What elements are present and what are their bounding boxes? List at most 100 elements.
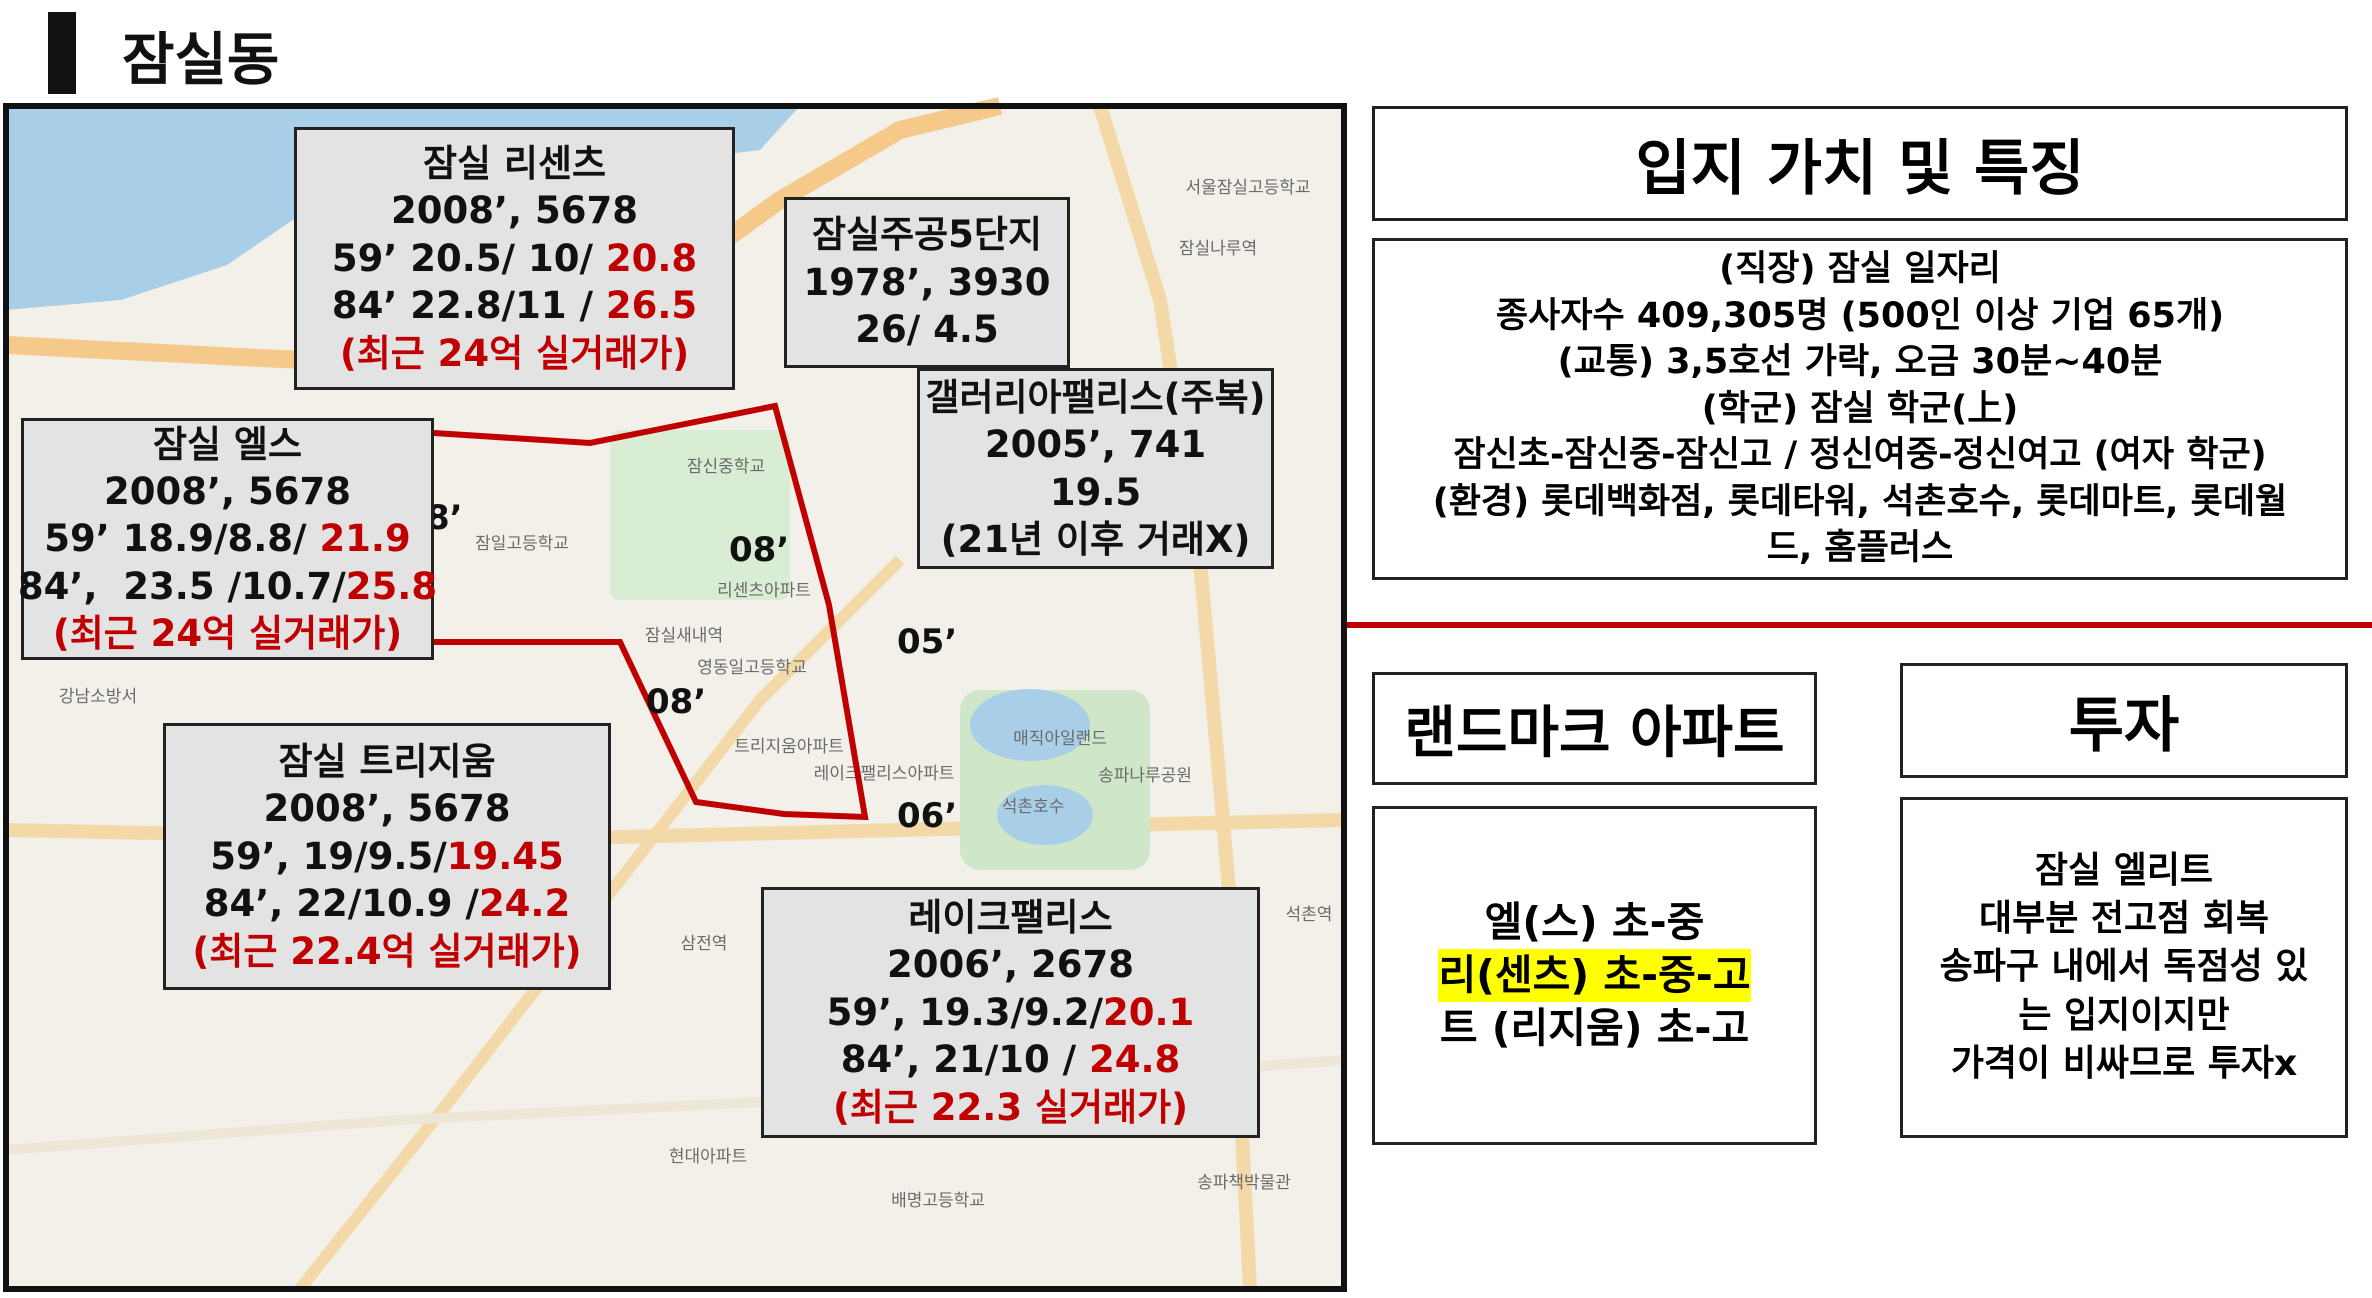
invest-title: 투자	[1900, 663, 2348, 778]
landmark-line: 리(센츠) 초-중-고	[1438, 948, 1751, 1003]
apartment-box: 잠실 엘스 2008’, 5678 59’ 18.9/8.8/ 21.9 84’, 2…	[17, 418, 438, 660]
map-label: 잠실새내역	[645, 626, 723, 646]
map-label: 잠신중학교	[687, 457, 765, 477]
apartment-text: (21년 이후 거래X)	[940, 517, 1251, 561]
apartment-text: 2008’, 5678	[391, 189, 638, 233]
apartment-text: 59’ 20.5/ 10/	[331, 236, 606, 280]
apartment-line: 59’, 19.3/9.2/20.1	[827, 989, 1195, 1036]
apartment-text: 2008’, 5678	[263, 787, 511, 831]
apartment-text: 84’, 23.5 /10.7/	[17, 564, 346, 608]
year-label: 05’	[897, 622, 958, 662]
boundary-line	[433, 402, 869, 821]
location-line: (직장) 잠실 일자리	[1719, 249, 2001, 290]
apartment-box: 잠실주공5단지 1978’, 3930 26/ 4.5	[784, 197, 1070, 368]
park	[610, 430, 790, 600]
map-label: 배명고등학교	[891, 1191, 985, 1211]
apartment-text: 59’, 19/9.5/	[210, 834, 447, 878]
apartment-text: 레이크팰리스	[908, 896, 1113, 940]
apartment-price: 20.8	[605, 236, 698, 280]
apartment-line: 2006’, 2678	[887, 941, 1134, 988]
apartment-box: 잠실 리센츠 2008’, 5678 59’ 20.5/ 10/ 20.8 84’ 2…	[294, 127, 735, 390]
landmark-panel: 엘(스) 초-중 리(센츠) 초-중-고 트 (리지움) 초-고	[1372, 806, 1817, 1145]
apartment-line: 59’, 19/9.5/19.45	[210, 833, 564, 880]
invest-line: 송파구 내에서 독점성 있	[1939, 946, 2309, 988]
apartment-price: 24.2	[478, 882, 571, 926]
apartment-line: 1978’, 3930	[804, 259, 1051, 306]
map-label: 삼전역	[681, 934, 728, 954]
year-label: 08’	[646, 682, 707, 722]
apartment-text: 2005’, 741	[984, 423, 1207, 467]
apartment-line: 2008’, 5678	[104, 468, 351, 515]
location-line: 드, 홈플러스	[1766, 528, 1954, 569]
divider	[1347, 622, 2372, 628]
map-label: 리센츠아파트	[717, 581, 811, 601]
location-title: 입지 가치 및 특징	[1372, 106, 2348, 221]
apartment-text: 1978’, 3930	[803, 260, 1051, 304]
location-line: (학군) 잠실 학군(上)	[1701, 388, 2019, 429]
apartment-line: 레이크팰리스	[908, 894, 1112, 941]
apartment-text: 59’, 19.3/9.2/	[826, 990, 1104, 1034]
apartment-price: (최근 22.3 실거래가)	[832, 1085, 1189, 1129]
apartment-price: 24.8	[1088, 1038, 1181, 1082]
apartment-text: 잠실주공5단지	[812, 213, 1042, 257]
apartment-text: 84’, 22/10.9 /	[203, 882, 479, 926]
map-label: 강남소방서	[59, 687, 137, 707]
apartment-line: 잠실주공5단지	[812, 211, 1042, 258]
location-line: (교통) 3,5호선 가락, 오금 30분~40분	[1557, 342, 2163, 383]
apartment-line: 잠실 엘스	[153, 421, 302, 468]
location-line: 종사자수 409,305명 (500인 이상 기업 65개)	[1495, 295, 2225, 336]
map-label: 서울잠실고등학교	[1185, 178, 1310, 198]
apartment-price: 25.8	[345, 564, 438, 608]
apartment-line: 2005’, 741	[985, 421, 1206, 468]
invest-line: 잠실 엘리트	[2034, 849, 2214, 891]
landmark-title: 랜드마크 아파트	[1372, 672, 1817, 785]
map-frame	[3, 103, 1347, 1292]
apartment-line: 2008’, 5678	[391, 187, 638, 234]
apartment-line: 19.5	[1050, 469, 1141, 516]
apartment-text: 2008’, 5678	[104, 469, 351, 513]
apartment-price: (최근 24억 실거래가)	[339, 331, 690, 375]
apartment-line: 84’ 22.8/11 / 26.5	[332, 282, 697, 329]
apartment-line: 26/ 4.5	[855, 306, 998, 353]
apartment-text: 갤러리아팰리스(주복)	[925, 375, 1266, 419]
map-label: 레이크팰리스아파트	[814, 764, 955, 784]
apartment-text: 2006’, 2678	[887, 943, 1134, 987]
title-bar	[48, 12, 76, 94]
apartment-text: 잠실 엘스	[152, 422, 303, 466]
invest-line: 가격이 비싸므로 투자x	[1950, 1042, 2298, 1084]
apartment-line: 59’ 18.9/8.8/ 21.9	[44, 515, 410, 562]
map-label: 잠일고등학교	[475, 534, 569, 554]
apartment-line: 84’, 21/10 / 24.8	[841, 1036, 1181, 1083]
apartment-text: 19.5	[1049, 470, 1142, 514]
apartment-line: 갤러리아팰리스(주복)	[925, 374, 1265, 421]
apartment-text: 잠실 트리지움	[278, 740, 496, 784]
apartment-box: 레이크팰리스 2006’, 2678 59’, 19.3/9.2/20.1 84’, …	[761, 887, 1260, 1138]
landmark-line: 트 (리지움) 초-고	[1439, 1004, 1750, 1053]
apartment-price: 20.1	[1103, 990, 1195, 1034]
apartment-price: 21.9	[319, 517, 411, 561]
invest-line: 는 입지이지만	[2018, 994, 2230, 1036]
map-label: 영동일고등학교	[697, 658, 806, 678]
landmark-line: 엘(스) 초-중	[1484, 897, 1705, 946]
apartment-text: 84’, 21/10 /	[840, 1038, 1089, 1082]
apartment-line: 잠실 트리지움	[278, 738, 495, 785]
map-label: 잠실나루역	[1179, 239, 1257, 259]
apartment-line: 2008’, 5678	[264, 785, 511, 832]
map-label: 송파책박물관	[1197, 1173, 1291, 1193]
apartment-price: 19.45	[446, 834, 564, 878]
map-label: 트리지움아파트	[734, 737, 843, 757]
apartment-box: 잠실 트리지움 2008’, 5678 59’, 19/9.5/19.45 84’, …	[163, 723, 611, 990]
page-title: 잠실동	[122, 27, 280, 93]
apartment-price: (최근 24억 실거래가)	[52, 612, 403, 656]
apartment-price: (최근 22.4억 실거래가)	[192, 929, 582, 973]
apartment-line: (최근 22.4억 실거래가)	[192, 928, 581, 975]
apartment-line: (최근 24억 실거래가)	[53, 610, 402, 657]
apartment-line: 59’ 20.5/ 10/ 20.8	[332, 235, 697, 282]
lake	[970, 689, 1090, 761]
apartment-line: (21년 이후 거래X)	[941, 516, 1251, 563]
invest-line: 대부분 전고점 회복	[1978, 898, 2270, 940]
map-label: 석촌호수	[1002, 797, 1065, 817]
location-line: 잠신초-잠신중-잠신고 / 정신여중-정신여고 (여자 학군)	[1453, 435, 2267, 476]
